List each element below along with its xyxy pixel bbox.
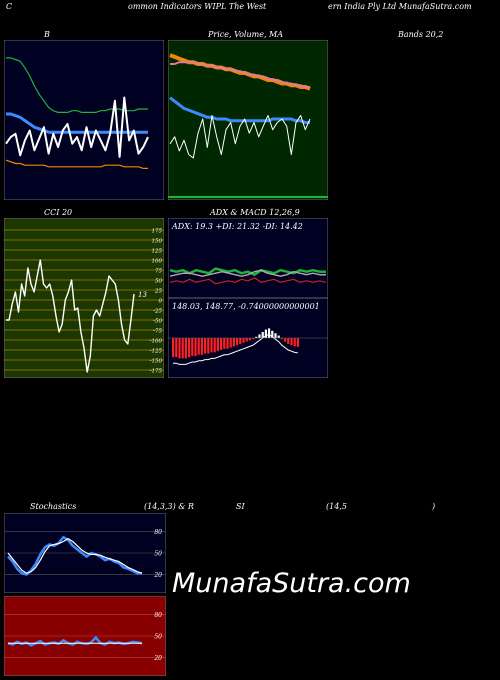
- macd-bar: [296, 338, 299, 347]
- macd-bar: [175, 338, 178, 358]
- macd-bar: [210, 338, 213, 353]
- cci-tick-label: 75: [155, 269, 162, 275]
- macd-bar: [181, 338, 184, 359]
- macd-bar: [204, 338, 207, 354]
- macd-bar: [197, 338, 200, 355]
- bollinger-price-line: [5, 96, 149, 158]
- header-part-2: ommon Indicators WIPL The West: [128, 2, 267, 11]
- adx-plus_di-line: [169, 267, 326, 276]
- macd-bar: [258, 334, 261, 338]
- macd-bar: [277, 335, 280, 338]
- adx-minus_di-line: [169, 277, 327, 285]
- macd-bar: [287, 338, 290, 344]
- stoch-d-line: [7, 538, 143, 574]
- macd-bar: [172, 338, 175, 358]
- adx-label: ADX: 19.3 +DI: 21.32 -DI: 14.42: [171, 222, 303, 231]
- stoch-tick-label: 20: [153, 572, 162, 579]
- macd-bar: [207, 338, 210, 354]
- macd-bar: [194, 338, 197, 356]
- macd-bar: [213, 338, 216, 353]
- macd-bar: [200, 338, 203, 355]
- title-stoch-params: (14,3,3) & R: [144, 502, 194, 511]
- macd-bar: [261, 332, 264, 338]
- macd-bar: [226, 338, 229, 349]
- bollinger-upper-line: [6, 57, 148, 114]
- macd-bar: [188, 338, 191, 358]
- bollinger-middle-line: [6, 112, 148, 134]
- macd-bar: [220, 338, 223, 350]
- cci-line: [6, 259, 135, 373]
- header-part-3: ern India Ply Ltd MunafaSutra.com: [328, 2, 472, 11]
- price-ma-chart: [168, 40, 328, 200]
- cci-tick-label: -75: [153, 329, 162, 335]
- macd-bar: [242, 338, 245, 343]
- title-cci: CCI 20: [44, 208, 73, 217]
- stoch-k-line: [7, 535, 142, 576]
- rsi-tick-label: 80: [154, 612, 162, 619]
- stochastics-chart: 80 50 20: [4, 513, 166, 593]
- rsi-tick-label: 20: [153, 655, 162, 662]
- title-bands: Bands 20,2: [398, 30, 444, 39]
- macd-bar: [236, 338, 239, 346]
- rsi-tick-label: 50: [154, 634, 162, 641]
- cci-tick-label: 175: [152, 229, 163, 235]
- macd-bar: [184, 338, 187, 359]
- price-ma_mid-line: [170, 61, 310, 88]
- rsi-chart: 80 50 20: [4, 596, 166, 676]
- title-rsi-params: (14,5: [326, 502, 347, 511]
- stoch-tick-label: 80: [154, 529, 162, 536]
- title-price: Price, Volume, MA: [208, 30, 284, 39]
- header-part-1: C: [6, 2, 13, 11]
- cci-chart: 175 150 125 100 75 50 25 0 -25 -50 -75 -100 -125 -150…: [4, 218, 164, 378]
- bollinger-lower-line: [5, 159, 148, 169]
- macd-label: 148.03, 148.77, -0.74000000000001: [172, 302, 320, 311]
- macd-bar: [284, 338, 287, 342]
- macd-bar: [232, 338, 235, 347]
- cci-tick-label: -175: [150, 369, 163, 375]
- macd-bar: [223, 338, 226, 349]
- price-ma_short-line: [169, 96, 310, 124]
- macd-bar: [239, 338, 242, 344]
- title-b: B: [44, 30, 50, 39]
- title-rsi: SI: [236, 502, 245, 511]
- cci-tick-label: 100: [152, 259, 163, 265]
- cci-tick-label: -150: [150, 359, 163, 365]
- title-adx-macd: ADX & MACD 12,26,9: [210, 208, 300, 217]
- macd-line: [173, 333, 298, 365]
- bollinger-chart: [4, 40, 164, 200]
- cci-tick-label: -100: [150, 339, 163, 345]
- cci-tick-label: 0: [159, 299, 163, 305]
- macd-bar: [252, 338, 255, 340]
- cci-tick-label: -50: [153, 319, 162, 325]
- stoch-tick-label: 50: [154, 551, 162, 558]
- macd-bar: [274, 333, 277, 338]
- macd-bar: [191, 338, 194, 356]
- cci-last-label: 13: [138, 291, 147, 299]
- title-rsi-close: ): [432, 502, 436, 511]
- macd-chart: 148.03, 148.77, -0.74000000000001: [168, 298, 328, 378]
- macd-bar: [264, 329, 267, 338]
- macd-bar: [268, 328, 271, 338]
- macd-bar: [248, 338, 251, 341]
- macd-bar: [290, 338, 293, 346]
- cci-tick-label: 25: [154, 289, 162, 295]
- price-price-line: [169, 115, 311, 159]
- macd-bar: [293, 338, 296, 347]
- macd-bar: [216, 338, 219, 352]
- macd-bar: [245, 338, 248, 342]
- cci-tick-label: 125: [152, 249, 163, 255]
- cci-tick-label: 50: [155, 279, 162, 285]
- watermark: MunafaSutra.com: [172, 568, 411, 599]
- macd-bar: [178, 338, 181, 359]
- title-stochastics: Stochastics: [30, 502, 77, 511]
- cci-tick-label: -25: [153, 309, 162, 315]
- adx-chart: ADX: 19.3 +DI: 21.32 -DI: 14.42: [168, 218, 328, 298]
- macd-bar: [271, 330, 274, 338]
- macd-bar: [280, 338, 283, 340]
- cci-tick-label: 150: [152, 239, 163, 245]
- cci-tick-label: -125: [150, 349, 163, 355]
- macd-bar: [255, 336, 258, 338]
- macd-bar: [229, 338, 232, 348]
- adx-adx-line: [169, 269, 326, 277]
